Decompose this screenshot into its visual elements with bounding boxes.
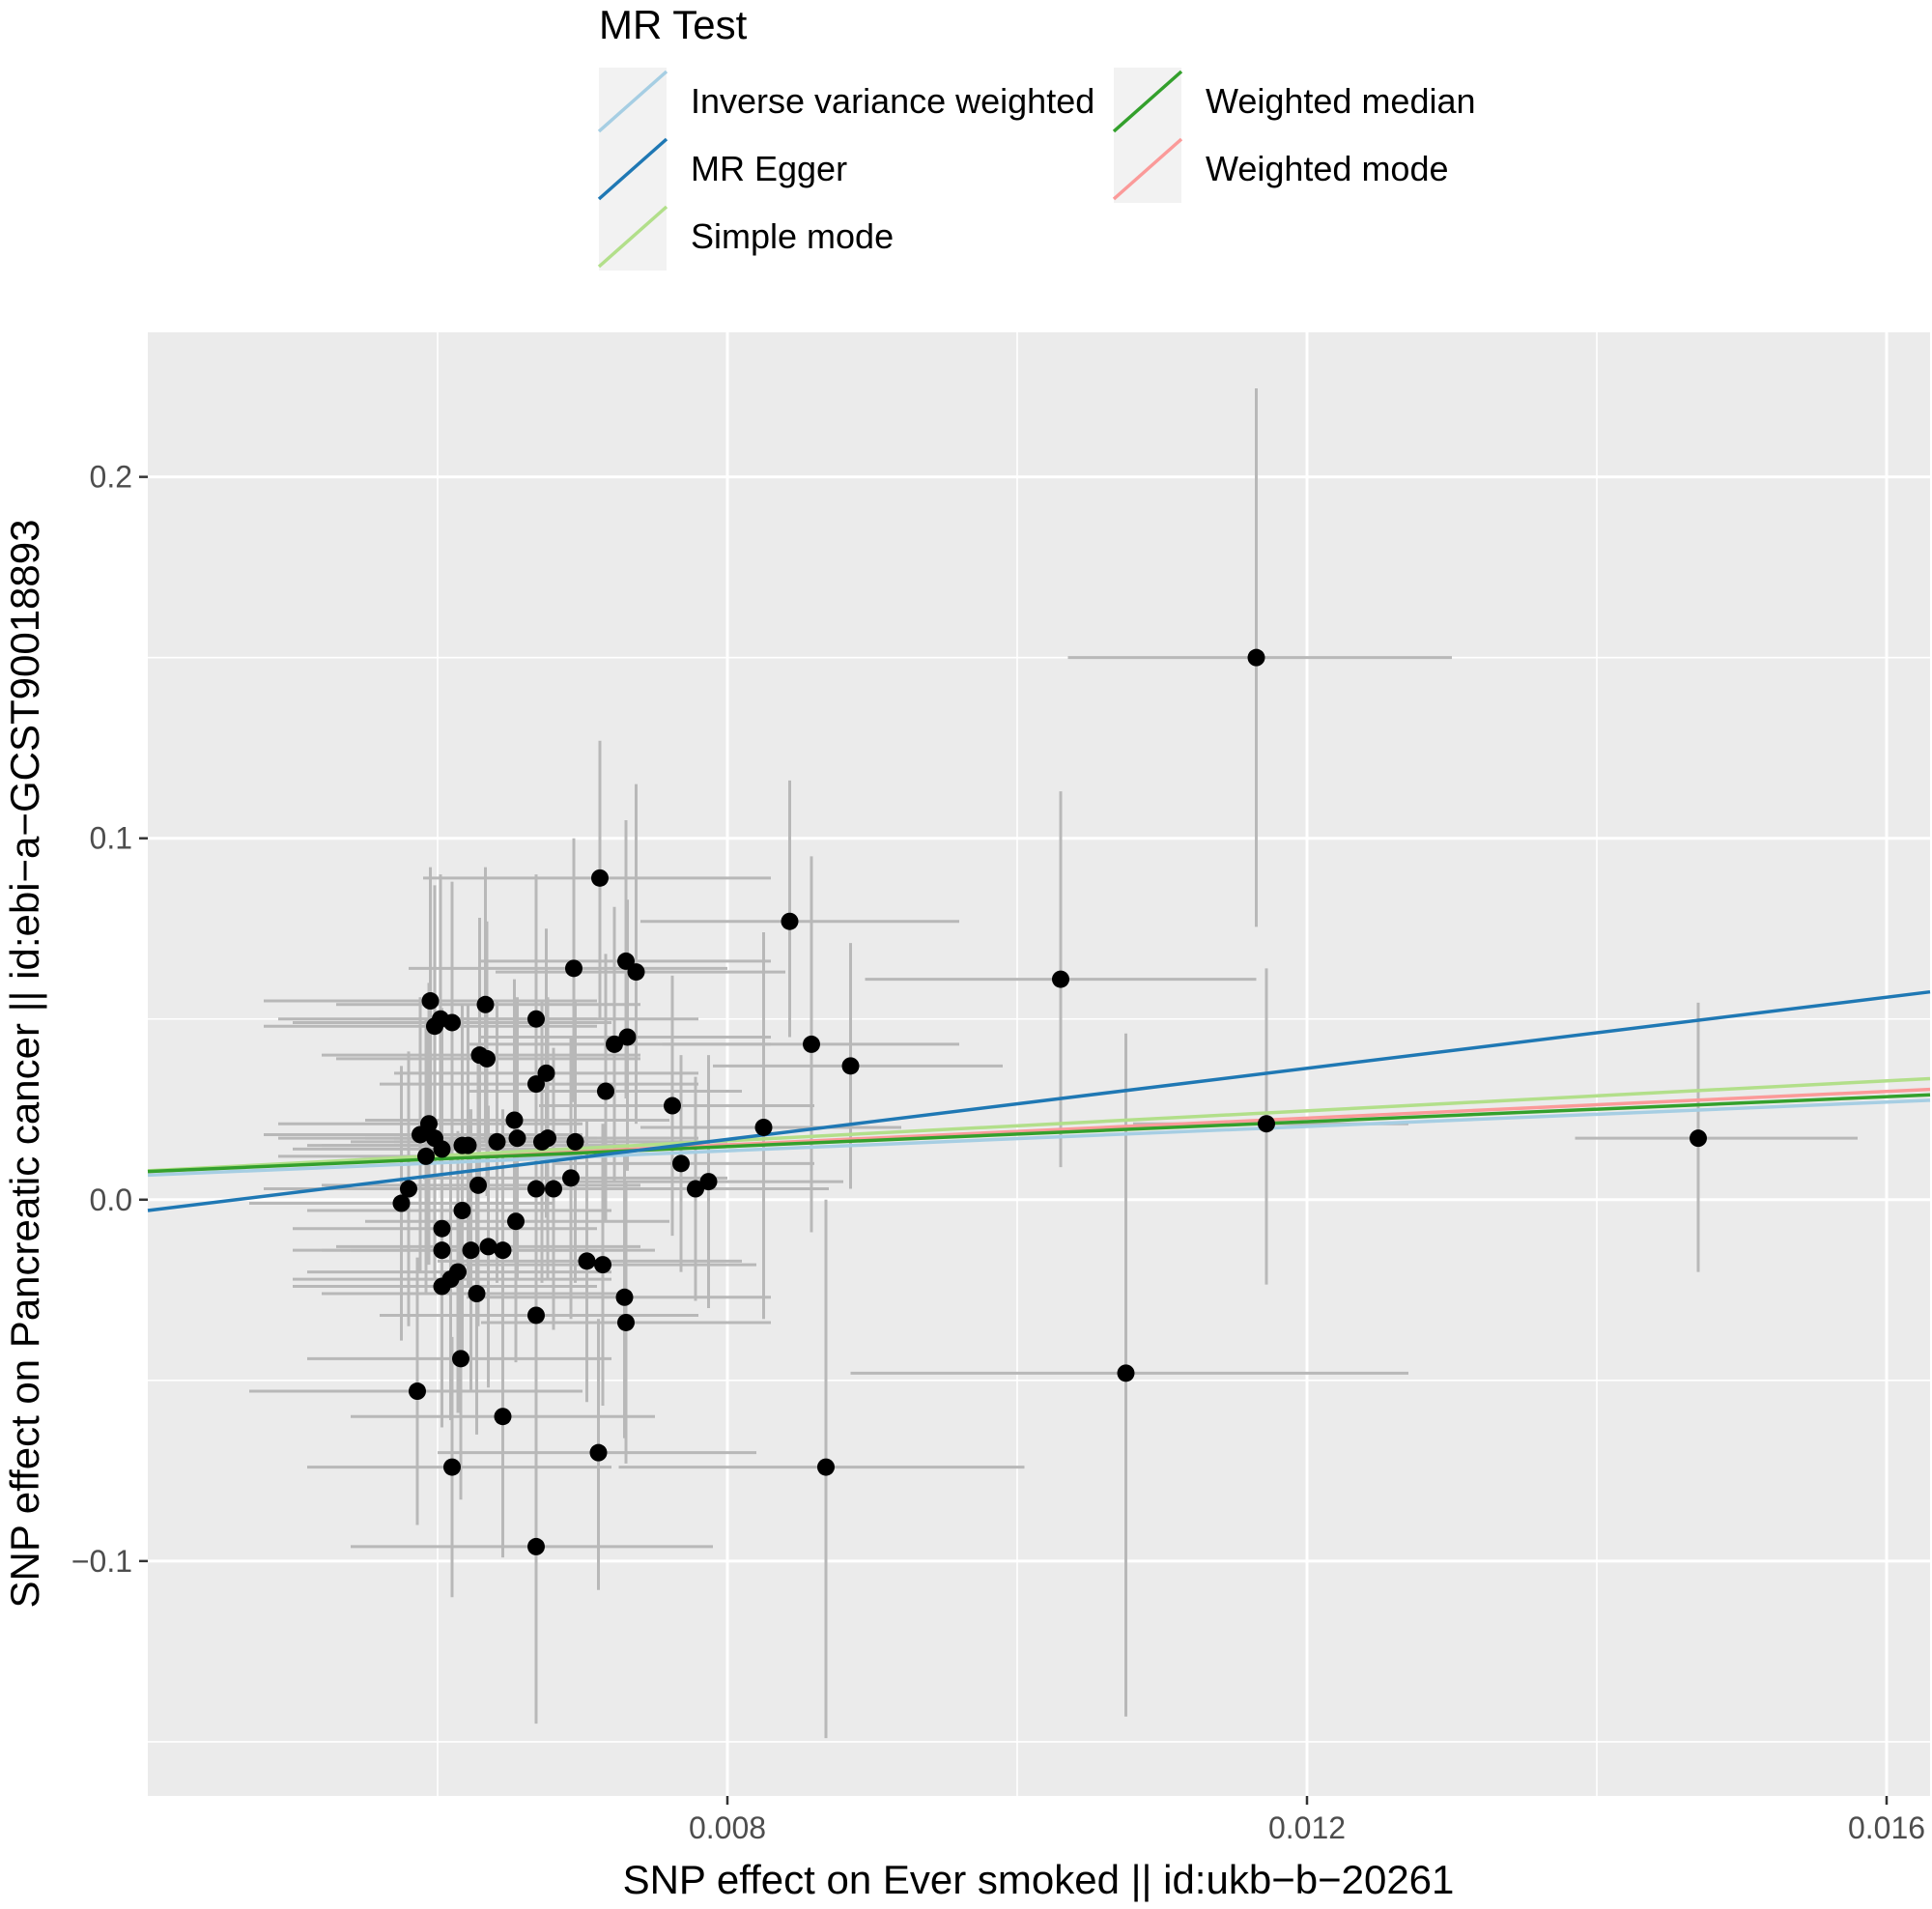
data-point xyxy=(617,1313,635,1331)
data-point xyxy=(527,1306,545,1325)
legend-swatch-simple-mode xyxy=(597,205,668,269)
data-point xyxy=(565,959,582,978)
legend-swatch-mr-egger xyxy=(597,137,668,201)
data-point xyxy=(507,1212,525,1231)
data-point xyxy=(578,1252,596,1270)
data-point xyxy=(392,1194,411,1212)
data-point xyxy=(433,1140,451,1158)
data-point xyxy=(617,952,635,970)
data-point xyxy=(537,1064,555,1082)
grid-minor xyxy=(148,332,1930,1796)
grid-major xyxy=(148,332,1930,1796)
data-point xyxy=(754,1118,773,1136)
data-points xyxy=(392,648,1707,1555)
data-point xyxy=(699,1173,718,1191)
data-point xyxy=(527,1537,545,1555)
inverse-variance-weighted-line xyxy=(147,1098,1931,1178)
data-point xyxy=(443,1458,461,1476)
data-point xyxy=(421,992,440,1011)
data-point xyxy=(417,1147,435,1165)
legend-label-weighted-median: Weighted median xyxy=(1206,81,1476,121)
data-point xyxy=(566,1132,584,1151)
x-tick-label: 0.016 xyxy=(1848,1810,1925,1845)
y-axis-title: SNP effect on Pancreatic cancer || id:eb… xyxy=(2,520,47,1609)
data-point xyxy=(597,1082,614,1100)
data-point xyxy=(494,1408,512,1426)
x-tick-label: 0.008 xyxy=(689,1810,766,1845)
data-point xyxy=(589,1443,608,1462)
data-point xyxy=(545,1180,562,1198)
data-point xyxy=(459,1136,477,1154)
data-point xyxy=(462,1241,480,1260)
data-point xyxy=(400,1180,417,1198)
data-point xyxy=(615,1288,634,1306)
data-point xyxy=(627,963,645,982)
data-point xyxy=(476,995,495,1013)
legend-swatch-weighted-median xyxy=(1112,70,1183,133)
data-point xyxy=(841,1057,860,1075)
data-point xyxy=(478,1049,496,1068)
data-point xyxy=(433,1241,451,1260)
data-point xyxy=(443,1013,461,1032)
y-tick-label: 0.2 xyxy=(90,460,132,495)
data-point xyxy=(1117,1364,1135,1382)
data-point xyxy=(453,1202,471,1219)
data-point xyxy=(781,912,799,930)
data-point xyxy=(527,1075,545,1094)
data-point xyxy=(687,1180,704,1198)
data-point xyxy=(1258,1115,1275,1133)
data-point xyxy=(562,1169,580,1187)
data-point xyxy=(433,1219,451,1238)
data-point xyxy=(488,1132,506,1151)
data-point xyxy=(479,1238,497,1256)
data-point xyxy=(594,1256,611,1274)
data-point xyxy=(1247,648,1265,667)
data-point xyxy=(1690,1129,1707,1148)
data-point xyxy=(591,869,609,887)
legend-entries: Inverse variance weighted MR Egger Simple … xyxy=(597,68,1476,271)
x-tick-label: 0.012 xyxy=(1268,1810,1346,1845)
y-tick-label: 0.1 xyxy=(90,821,132,856)
y-tick-label: −0.1 xyxy=(71,1544,132,1579)
legend-label-mr-egger: MR Egger xyxy=(691,149,847,188)
data-point xyxy=(664,1097,681,1115)
data-point xyxy=(606,1035,623,1053)
data-point xyxy=(527,1180,545,1198)
y-axis: −0.1 0.0 0.1 0.2 xyxy=(71,460,148,1579)
legend: MR Test Inverse variance weighted MR Egge… xyxy=(597,2,1476,271)
data-point xyxy=(468,1285,486,1303)
legend-title: MR Test xyxy=(599,2,748,47)
data-point xyxy=(420,1115,438,1133)
mr-egger-line xyxy=(147,989,1931,1212)
data-point xyxy=(452,1350,469,1368)
x-axis-title: SNP effect on Ever smoked || id:ukb−b−20… xyxy=(623,1857,1455,1902)
data-point xyxy=(672,1154,690,1173)
legend-label-simple-mode: Simple mode xyxy=(691,216,894,256)
data-point xyxy=(1052,970,1069,988)
legend-swatch-inverse-variance-weighted xyxy=(597,70,668,133)
data-point xyxy=(817,1458,835,1476)
data-point xyxy=(409,1382,426,1401)
plot-panel xyxy=(148,332,1930,1796)
data-point xyxy=(433,1277,451,1296)
legend-label-weighted-mode: Weighted mode xyxy=(1206,149,1449,188)
x-axis: 0.008 0.012 0.016 xyxy=(689,1796,1925,1845)
data-point xyxy=(803,1035,820,1053)
data-point xyxy=(508,1129,526,1148)
data-point xyxy=(618,1028,637,1046)
legend-swatch-weighted-mode xyxy=(1112,137,1183,201)
data-point xyxy=(505,1111,524,1129)
data-point xyxy=(494,1241,512,1260)
legend-label-inverse-variance-weighted: Inverse variance weighted xyxy=(691,81,1094,121)
data-point xyxy=(527,1010,545,1028)
data-point xyxy=(533,1132,551,1151)
data-point xyxy=(469,1176,487,1194)
y-tick-label: 0.0 xyxy=(90,1182,132,1217)
weighted-median-line xyxy=(147,1093,1931,1174)
